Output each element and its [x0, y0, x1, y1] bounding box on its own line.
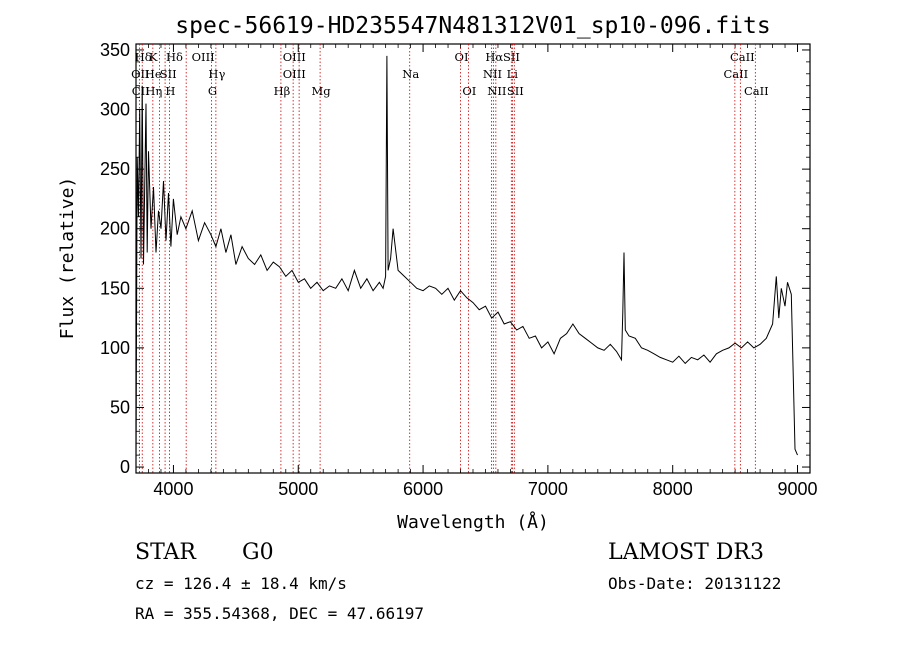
line-label: G: [208, 84, 217, 98]
line-label: K: [149, 50, 158, 64]
x-axis-label: Wavelength (Å): [397, 511, 549, 533]
x-tick-label: 7000: [528, 479, 568, 499]
y-tick-label: 50: [110, 397, 130, 417]
line-label: OIII: [283, 50, 306, 64]
y-tick-label: 200: [100, 219, 130, 239]
x-tick-label: 6000: [403, 479, 443, 499]
chart-title: spec-56619-HD235547N481312V01_sp10-096.f…: [175, 13, 770, 39]
emission-line-markers: [138, 44, 756, 473]
line-label: Li: [507, 67, 519, 81]
x-axis-ticks: 4000 5000 6000 7000 8000 9000: [135, 44, 818, 499]
observation-date: Obs-Date: 20131122: [608, 574, 782, 593]
x-tick-label: 8000: [653, 479, 693, 499]
object-subclass: G0: [242, 540, 274, 565]
y-tick-label: 0: [120, 457, 130, 477]
line-label: Hα: [485, 50, 503, 64]
line-label: Hβ: [274, 84, 291, 98]
redshift-cz: cz = 126.4 ± 18.4 km/s: [135, 574, 347, 593]
line-label: OII: [131, 67, 150, 81]
line-label: OI: [455, 50, 469, 64]
y-tick-label: 100: [100, 338, 130, 358]
x-tick-label: 4000: [153, 479, 193, 499]
line-label: SII: [160, 67, 177, 81]
line-label: NII: [483, 67, 502, 81]
line-label: OI: [462, 84, 476, 98]
line-label: H: [165, 84, 175, 98]
line-label: SII: [503, 50, 520, 64]
line-label: CII: [132, 84, 150, 98]
y-axis-label: Flux (relative): [57, 177, 78, 340]
line-label: NII: [487, 84, 506, 98]
line-label: Na: [402, 67, 419, 81]
y-tick-label: 150: [100, 278, 130, 298]
y-tick-label: 250: [100, 159, 130, 179]
survey-label: LAMOST DR3: [608, 540, 764, 565]
ra-dec-coordinates: RA = 355.54368, DEC = 47.66197: [135, 604, 424, 623]
y-axis-ticks: 0 50 100 150 200 250 300 350: [100, 40, 810, 477]
line-label: Hη: [145, 84, 162, 98]
line-label: OIII: [192, 50, 215, 64]
x-tick-label: 9000: [777, 479, 817, 499]
plot-frame: [135, 43, 811, 474]
object-class: STAR: [135, 540, 196, 565]
line-label: CaII: [730, 50, 755, 64]
line-label: Hδ: [166, 50, 183, 64]
line-label: CaII: [744, 84, 769, 98]
line-label: Mg: [312, 84, 332, 98]
line-label: Hγ: [208, 67, 225, 81]
line-label: CaII: [723, 67, 748, 81]
y-tick-label: 300: [100, 100, 130, 120]
spectrum-line: [135, 55, 798, 462]
y-tick-label: 350: [100, 40, 130, 60]
x-tick-label: 5000: [278, 479, 318, 499]
line-label: Hδ: [135, 50, 152, 64]
line-label: He: [145, 67, 162, 81]
line-label: OIII: [283, 67, 306, 81]
line-label: SII: [507, 84, 524, 98]
